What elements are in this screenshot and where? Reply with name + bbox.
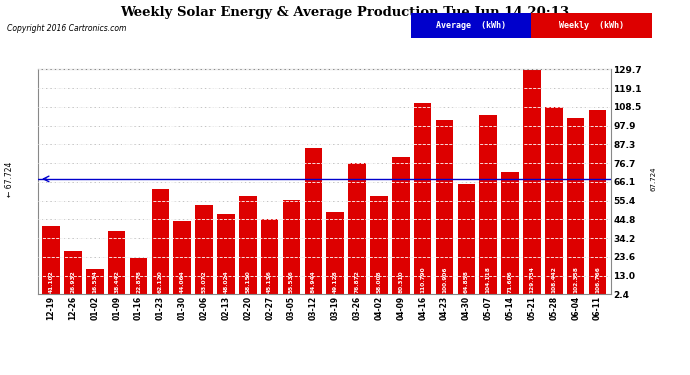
Bar [86, 269, 104, 298]
Bar [239, 196, 257, 298]
Text: 26.932: 26.932 [70, 271, 75, 294]
Bar [217, 214, 235, 298]
Text: Average  (kWh): Average (kWh) [436, 21, 506, 30]
Bar [195, 205, 213, 298]
Bar [523, 69, 541, 298]
Text: 48.024: 48.024 [224, 271, 228, 294]
Text: 106.766: 106.766 [595, 267, 600, 294]
Text: 80.310: 80.310 [398, 271, 404, 294]
Bar [436, 120, 453, 298]
Text: 108.442: 108.442 [551, 267, 556, 294]
Bar [326, 212, 344, 298]
Text: Weekly  (kWh): Weekly (kWh) [559, 21, 624, 30]
Bar [371, 196, 388, 298]
Text: 58.008: 58.008 [377, 271, 382, 294]
Bar [42, 226, 60, 298]
Text: ← 67.724: ← 67.724 [5, 161, 14, 196]
Bar [392, 157, 410, 298]
Text: 22.878: 22.878 [136, 271, 141, 294]
Bar [414, 103, 431, 298]
Bar [480, 115, 497, 298]
Text: Weekly Solar Energy & Average Production Tue Jun 14 20:13: Weekly Solar Energy & Average Production… [121, 6, 569, 19]
Text: 41.102: 41.102 [48, 271, 54, 294]
Bar [261, 219, 278, 298]
Text: 64.858: 64.858 [464, 271, 469, 294]
Bar [173, 221, 191, 298]
Text: 100.906: 100.906 [442, 267, 447, 294]
Text: 129.734: 129.734 [529, 267, 535, 294]
Text: 44.064: 44.064 [179, 271, 185, 294]
Text: 104.118: 104.118 [486, 267, 491, 294]
Bar [589, 110, 607, 299]
Bar [130, 258, 147, 299]
Text: 58.150: 58.150 [245, 271, 250, 294]
Text: 71.606: 71.606 [508, 271, 513, 294]
Bar [348, 163, 366, 298]
Text: 38.442: 38.442 [114, 271, 119, 294]
Bar [64, 251, 81, 298]
Text: 16.534: 16.534 [92, 271, 97, 294]
Bar [502, 172, 519, 298]
Text: 62.120: 62.120 [158, 271, 163, 294]
Text: 84.944: 84.944 [311, 271, 316, 294]
Text: 110.790: 110.790 [420, 267, 425, 294]
Text: 76.872: 76.872 [355, 271, 359, 294]
Text: 49.128: 49.128 [333, 271, 337, 294]
Bar [457, 184, 475, 298]
Bar [108, 231, 126, 298]
Text: 67.724: 67.724 [651, 166, 656, 191]
Text: 45.136: 45.136 [267, 271, 272, 294]
Text: 102.358: 102.358 [573, 267, 578, 294]
Bar [283, 201, 300, 298]
Bar [545, 107, 562, 299]
Bar [567, 118, 584, 298]
Bar [304, 148, 322, 298]
Text: 55.536: 55.536 [289, 271, 294, 294]
Bar [152, 189, 169, 298]
Text: Copyright 2016 Cartronics.com: Copyright 2016 Cartronics.com [7, 24, 126, 33]
Text: 53.072: 53.072 [201, 271, 206, 294]
